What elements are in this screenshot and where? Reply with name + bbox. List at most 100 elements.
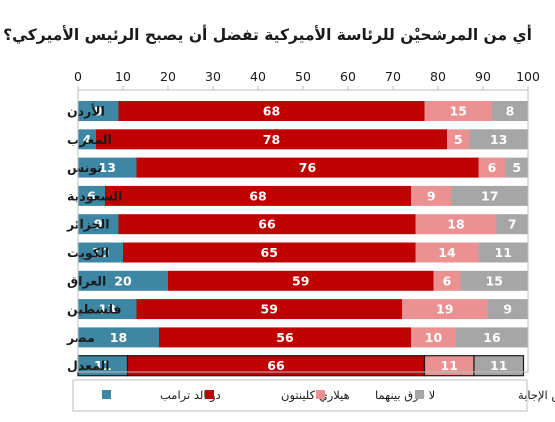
bar-segment <box>402 299 488 320</box>
bar-value-label: 56 <box>276 330 294 345</box>
category-label: الكويت <box>67 245 109 260</box>
bar-value-label: 13 <box>99 302 116 317</box>
bar-value-label: 11 <box>495 245 512 260</box>
x-tick-label: 20 <box>160 69 176 84</box>
x-tick-label: 40 <box>250 69 266 84</box>
category-label: تونس <box>67 160 102 175</box>
bar-value-label: 11 <box>441 358 458 373</box>
bar-segment <box>168 270 434 291</box>
bar-value-label: 15 <box>486 273 503 288</box>
bar-segment <box>469 129 528 150</box>
legend-swatch <box>205 390 214 399</box>
bar-segment <box>415 214 497 235</box>
bar-segment <box>411 185 452 206</box>
bar-value-label: 68 <box>249 188 266 203</box>
bar-segment <box>78 299 137 320</box>
bar-value-label: 59 <box>261 302 278 317</box>
bar-value-label: 11 <box>94 358 111 373</box>
bar-segment <box>473 355 525 377</box>
bar-segment <box>456 327 528 348</box>
bar-value-label: 9 <box>503 302 512 317</box>
x-tick-label: 10 <box>115 69 131 84</box>
bar-segment <box>78 327 159 348</box>
bar-value-label: 7 <box>508 217 517 232</box>
bar-segment <box>78 270 168 291</box>
bar-segment <box>411 327 456 348</box>
bar-segment <box>78 129 96 150</box>
category-label: الأردن <box>67 104 105 119</box>
legend-label: لا أعرف /رفض الإجابة <box>518 387 555 403</box>
bar-segment <box>451 185 528 206</box>
bar-segment <box>478 242 528 263</box>
bar-segment <box>433 270 461 291</box>
bar-segment <box>123 242 416 263</box>
category-label: الجزائر <box>66 217 110 232</box>
chart-title: أي من المرشحيْن للرئاسة الأميركية تفضل أ… <box>3 25 532 45</box>
x-tick-label: 0 <box>74 69 82 84</box>
legend-box <box>72 379 528 412</box>
x-tick-label: 100 <box>516 69 540 84</box>
plot-frame <box>77 89 529 373</box>
bar-segment <box>496 214 528 235</box>
bar-segment <box>78 101 119 121</box>
bar-value-label: 59 <box>292 273 309 288</box>
legend-swatch <box>316 390 325 399</box>
bar-segment <box>96 129 447 150</box>
bar-segment <box>492 101 528 121</box>
bar-segment <box>118 214 416 235</box>
x-tick-label: 70 <box>385 69 401 84</box>
bar-value-label: 78 <box>263 132 280 147</box>
bar-value-label: 19 <box>436 302 453 317</box>
bar-segment <box>136 299 402 320</box>
bar-segment <box>78 157 137 178</box>
bar-value-label: 13 <box>490 132 507 147</box>
bar-value-label: 66 <box>267 358 285 373</box>
bar-segment <box>415 242 479 263</box>
bar-value-label: 16 <box>483 330 501 345</box>
bar-segment <box>78 242 123 263</box>
legend-label: لا فرق بينهما <box>375 388 435 403</box>
bar-value-label: 10 <box>425 330 443 345</box>
bar-segment <box>505 157 528 178</box>
bar-segment <box>478 157 506 178</box>
bar-segment <box>78 214 119 235</box>
category-label: العراق <box>67 273 106 288</box>
x-tick-label: 90 <box>475 69 491 84</box>
bar-value-label: 14 <box>438 245 456 260</box>
category-label: مصر <box>66 330 95 345</box>
legend-swatch <box>415 390 424 399</box>
bar-segment <box>118 101 425 121</box>
legend-label: هيلاري كلينتون <box>281 388 350 403</box>
category-label: المغرب <box>67 132 112 147</box>
bar-value-label: 8 <box>506 104 515 119</box>
legend-swatch <box>102 390 111 399</box>
bar-value-label: 5 <box>512 160 521 175</box>
bar-value-label: 66 <box>258 217 276 232</box>
bar-value-label: 17 <box>481 188 498 203</box>
x-tick-label: 80 <box>430 69 446 84</box>
bar-value-label: 76 <box>299 160 317 175</box>
bar-value-label: 13 <box>99 160 116 175</box>
bar-value-label: 9 <box>427 188 436 203</box>
bar-segment <box>136 157 479 178</box>
bar-value-label: 18 <box>110 330 127 345</box>
bar-segment <box>159 327 411 348</box>
bar-value-label: 4 <box>83 132 92 147</box>
bar-value-label: 11 <box>490 358 507 373</box>
x-tick-label: 50 <box>295 69 311 84</box>
bar-segment <box>78 185 105 206</box>
bar-value-label: 9 <box>94 104 103 119</box>
bar-value-label: 9 <box>94 217 103 232</box>
bar-value-label: 6 <box>443 273 452 288</box>
x-tick-label: 60 <box>340 69 356 84</box>
bar-segment <box>460 270 528 291</box>
bar-value-label: 10 <box>92 245 110 260</box>
bar-value-label: 15 <box>450 104 467 119</box>
bar-value-label: 6 <box>488 160 497 175</box>
bar-value-label: 68 <box>263 104 280 119</box>
bar-value-label: 65 <box>261 245 278 260</box>
bar-value-label: 18 <box>447 217 464 232</box>
